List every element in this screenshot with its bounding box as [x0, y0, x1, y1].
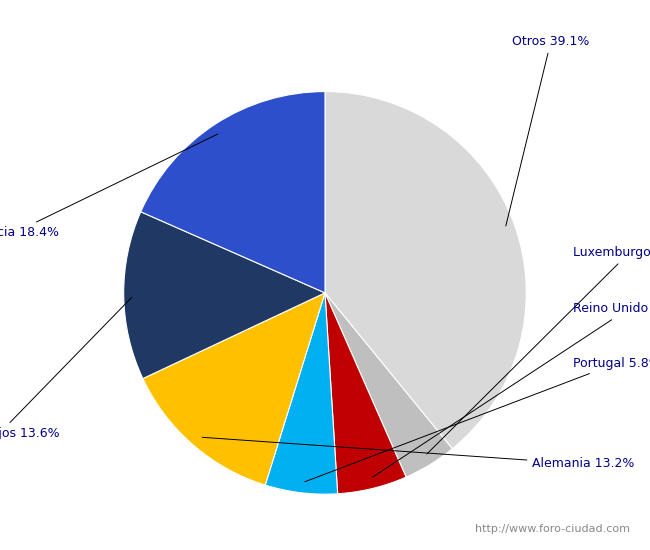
Text: http://www.foro-ciudad.com: http://www.foro-ciudad.com	[476, 524, 630, 534]
Text: Luxemburgo 4.3%: Luxemburgo 4.3%	[427, 246, 650, 454]
Wedge shape	[141, 91, 325, 293]
Wedge shape	[325, 293, 452, 477]
Wedge shape	[325, 91, 526, 449]
Text: Países Bajos 13.6%: Países Bajos 13.6%	[0, 297, 132, 441]
Text: Langreo - Turistas extranjeros según país - Octubre de 2024: Langreo - Turistas extranjeros según paí…	[105, 13, 545, 29]
Wedge shape	[325, 293, 406, 494]
Wedge shape	[124, 212, 325, 378]
Text: Alemania 13.2%: Alemania 13.2%	[202, 437, 634, 470]
Wedge shape	[265, 293, 337, 494]
Text: Otros 39.1%: Otros 39.1%	[506, 35, 590, 226]
Text: Reino Unido 5.6%: Reino Unido 5.6%	[372, 302, 650, 477]
Text: Francia 18.4%: Francia 18.4%	[0, 134, 218, 239]
Wedge shape	[143, 293, 325, 485]
Text: Portugal 5.8%: Portugal 5.8%	[305, 357, 650, 482]
